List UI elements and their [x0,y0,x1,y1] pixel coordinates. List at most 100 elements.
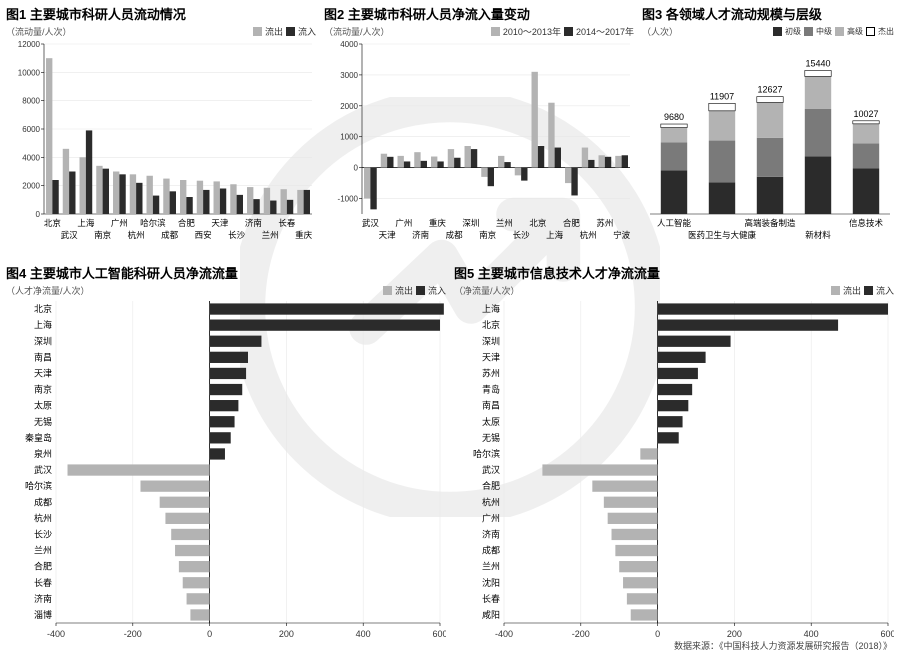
svg-text:武汉: 武汉 [482,464,500,475]
svg-text:杭州: 杭州 [34,512,52,523]
svg-text:人工智能: 人工智能 [657,218,692,228]
svg-text:兰州: 兰州 [34,545,52,556]
svg-text:长春: 长春 [278,218,296,228]
svg-text:10027: 10027 [853,109,878,119]
svg-text:0: 0 [354,164,359,173]
svg-text:深圳: 深圳 [462,218,479,228]
fig5-title: 图5 主要城市信息技术人才净流流量 [454,263,894,282]
svg-text:15440: 15440 [805,58,830,68]
fig3-ylabel: （人次） [642,25,678,38]
svg-text:成都: 成都 [161,230,179,240]
svg-text:哈尔滨: 哈尔滨 [25,480,52,491]
fig2-title: 图2 主要城市科研人员净流入量变动 [324,4,634,23]
svg-text:12627: 12627 [757,85,782,95]
svg-text:成都: 成都 [446,230,464,240]
svg-text:2000: 2000 [22,182,40,191]
svg-text:杭州: 杭州 [482,496,500,507]
svg-text:合肥: 合肥 [482,480,500,491]
svg-text:广州: 广州 [111,218,128,228]
fig3-legend: 初级 中级 高级 杰出 [773,26,894,37]
svg-text:北京: 北京 [34,303,52,314]
svg-text:-200: -200 [572,629,590,639]
svg-text:太原: 太原 [482,416,500,427]
fig1-legend: 流出 流入 [253,25,316,38]
svg-text:北京: 北京 [529,218,546,228]
svg-text:200: 200 [279,629,294,639]
svg-text:长春: 长春 [482,593,500,604]
svg-text:新材料: 新材料 [805,230,831,240]
fig4-panel: 图4 主要城市人工智能科研人员净流流量 （人才净流量/人次） 流出 流入 -40… [6,263,446,652]
svg-text:北京: 北京 [44,218,61,228]
svg-text:天津: 天津 [211,218,229,228]
svg-text:杭州: 杭州 [580,230,597,240]
fig1-panel: 图1 主要城市科研人员流动情况 （流动量/人次） 流出 流入 020004000… [6,4,316,263]
fig5-chart: -400-2000200400600上海北京深圳天津苏州青岛南昌太原无锡哈尔滨武… [454,297,894,647]
fig2-chart: -100001000200030004000武汉天津广州济南重庆成都深圳南京兰州… [324,38,634,258]
svg-text:2000: 2000 [340,102,358,111]
svg-text:0: 0 [655,629,660,639]
fig2-legend: 2010～2013年 2014～2017年 [491,25,634,38]
svg-text:400: 400 [804,629,819,639]
svg-text:0: 0 [207,629,212,639]
svg-text:兰州: 兰州 [496,218,513,228]
svg-text:深圳: 深圳 [482,336,500,346]
fig4-title: 图4 主要城市人工智能科研人员净流流量 [6,263,446,282]
svg-text:-1000: -1000 [338,195,359,204]
svg-text:泉州: 泉州 [34,448,52,459]
svg-text:400: 400 [356,629,371,639]
legend-box-out4 [383,286,392,295]
svg-text:上海: 上海 [77,218,95,228]
svg-text:苏州: 苏州 [482,367,500,378]
svg-text:1000: 1000 [340,133,358,142]
fig1-title: 图1 主要城市科研人员流动情况 [6,4,316,23]
legend-box-out5 [831,286,840,295]
svg-text:武汉: 武汉 [34,464,52,475]
svg-text:天津: 天津 [482,352,500,362]
svg-text:3000: 3000 [340,71,358,80]
svg-text:秦皇岛: 秦皇岛 [25,432,52,443]
svg-text:天津: 天津 [34,368,52,378]
svg-text:上海: 上海 [482,303,500,314]
svg-text:兰州: 兰州 [482,561,500,572]
fig2-ylabel: （流动量/人次） [324,25,390,38]
svg-text:9680: 9680 [664,112,684,122]
svg-text:沈阳: 沈阳 [482,577,500,588]
svg-text:10000: 10000 [18,68,41,77]
svg-text:天津: 天津 [379,230,397,240]
fig4-legend: 流出 流入 [383,284,446,297]
svg-text:4000: 4000 [340,40,358,49]
svg-text:哈尔滨: 哈尔滨 [140,218,166,228]
svg-text:长春: 长春 [34,577,52,588]
svg-text:-200: -200 [124,629,142,639]
svg-text:长沙: 长沙 [513,230,531,240]
legend-box-l1 [773,27,782,36]
fig4-ylabel: （人才净流量/人次） [6,284,90,297]
svg-text:高端装备制造: 高端装备制造 [744,218,796,228]
svg-text:长沙: 长沙 [34,528,52,539]
svg-text:苏州: 苏州 [596,218,613,228]
svg-text:哈尔滨: 哈尔滨 [473,448,500,459]
svg-text:武汉: 武汉 [362,218,380,228]
fig1-chart: 020004000600080001000012000北京武汉上海南京广州杭州哈… [6,38,316,258]
legend-box-in5 [864,286,873,295]
svg-text:长沙: 长沙 [228,230,246,240]
svg-text:广州: 广州 [482,512,500,523]
svg-text:深圳: 深圳 [34,336,52,346]
svg-text:杭州: 杭州 [128,230,145,240]
svg-text:-400: -400 [47,629,65,639]
svg-text:太原: 太原 [34,400,52,411]
fig5-ylabel: （净流量/人次） [454,284,520,297]
svg-text:南昌: 南昌 [34,351,52,362]
svg-text:宁波: 宁波 [613,230,631,240]
fig4-chart: -400-2000200400600北京上海深圳南昌天津南京太原无锡秦皇岛泉州武… [6,297,446,647]
legend-box-l3 [835,27,844,36]
svg-text:200: 200 [727,629,742,639]
legend-box-b [564,27,573,36]
fig3-title: 图3 各领域人才流动规模与层级 [642,4,894,23]
fig2-panel: 图2 主要城市科研人员净流入量变动 （流动量/人次） 2010～2013年 20… [324,4,634,263]
svg-text:上海: 上海 [546,230,564,240]
svg-text:成都: 成都 [482,545,500,556]
svg-text:重庆: 重庆 [429,218,447,228]
svg-text:4000: 4000 [22,153,40,162]
svg-text:济南: 济南 [245,218,262,228]
